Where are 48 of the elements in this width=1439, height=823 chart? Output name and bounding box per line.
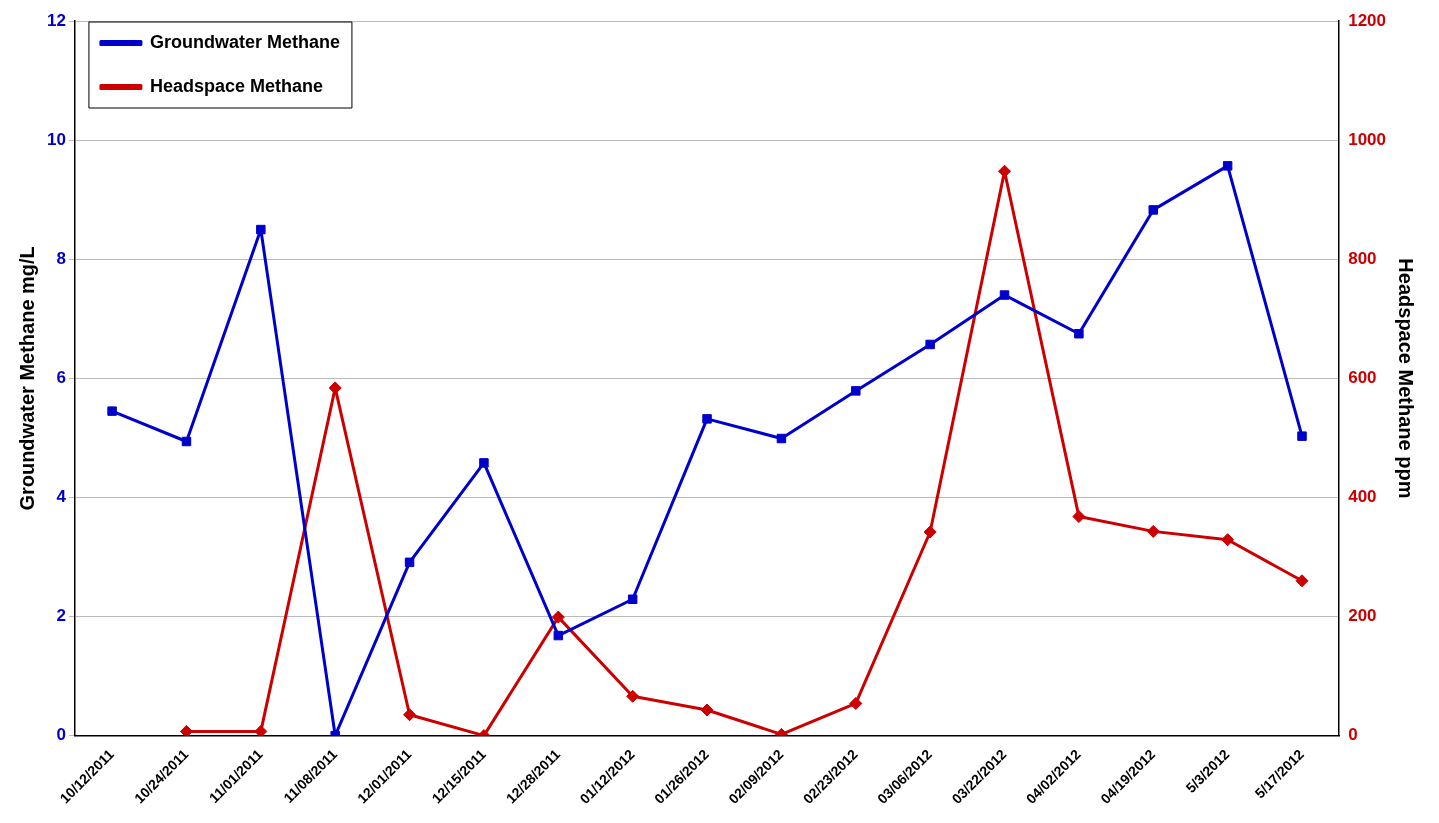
point — [179, 724, 193, 736]
point — [999, 290, 1010, 300]
point — [328, 381, 342, 395]
point — [776, 433, 787, 444]
point — [1295, 574, 1309, 588]
y2-tick-label: 400 — [1348, 487, 1377, 507]
y-tick-label: 4 — [56, 487, 67, 507]
y-tick-label: 8 — [56, 249, 66, 269]
point — [256, 224, 266, 235]
point — [404, 557, 415, 568]
point — [1072, 510, 1086, 523]
y2-tick-label: 1000 — [1348, 129, 1387, 149]
point — [403, 708, 417, 722]
y2-tick-label: 200 — [1348, 606, 1377, 626]
point — [925, 339, 935, 350]
point — [998, 164, 1012, 178]
y2-tick-label: 1200 — [1348, 10, 1387, 30]
point — [1148, 205, 1158, 215]
y2-tick-label: 0 — [1348, 725, 1358, 745]
y-tick-label: 2 — [56, 606, 66, 626]
y-tick-label: 0 — [56, 725, 66, 745]
point — [700, 703, 714, 717]
point — [553, 630, 564, 641]
point — [551, 610, 565, 624]
y2-tick-label: 800 — [1348, 249, 1377, 269]
point — [1146, 524, 1160, 538]
y-tick-label: 10 — [46, 129, 66, 149]
point — [851, 386, 861, 396]
point — [1222, 161, 1233, 171]
point — [627, 594, 638, 604]
y2-axis-title: Headspace Methane ppm — [1395, 258, 1418, 499]
legend-label: Headspace Methane — [149, 75, 323, 96]
y-tick-label: 12 — [46, 10, 66, 30]
legend-label: Groundwater Methane — [149, 31, 340, 52]
point — [254, 724, 268, 736]
point — [626, 689, 640, 703]
point — [1297, 431, 1307, 441]
point — [107, 406, 117, 416]
point — [923, 525, 937, 539]
y2-tick-label: 600 — [1348, 368, 1377, 388]
point — [849, 696, 863, 710]
point — [702, 414, 712, 424]
y-axis-title: Groundwater Methane mg/L — [15, 246, 38, 511]
point — [1221, 533, 1235, 547]
y-tick-label: 6 — [56, 368, 66, 388]
point — [479, 458, 489, 468]
point — [181, 436, 192, 447]
point — [1074, 329, 1084, 339]
